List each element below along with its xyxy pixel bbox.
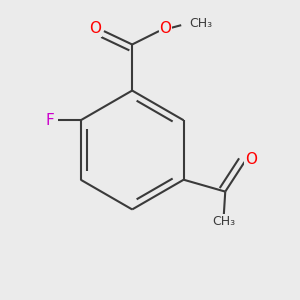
Text: O: O xyxy=(89,21,101,36)
Text: CH₃: CH₃ xyxy=(190,17,213,30)
Text: O: O xyxy=(245,152,257,167)
Text: F: F xyxy=(45,113,54,128)
Text: O: O xyxy=(160,21,172,36)
Text: CH₃: CH₃ xyxy=(212,215,235,228)
